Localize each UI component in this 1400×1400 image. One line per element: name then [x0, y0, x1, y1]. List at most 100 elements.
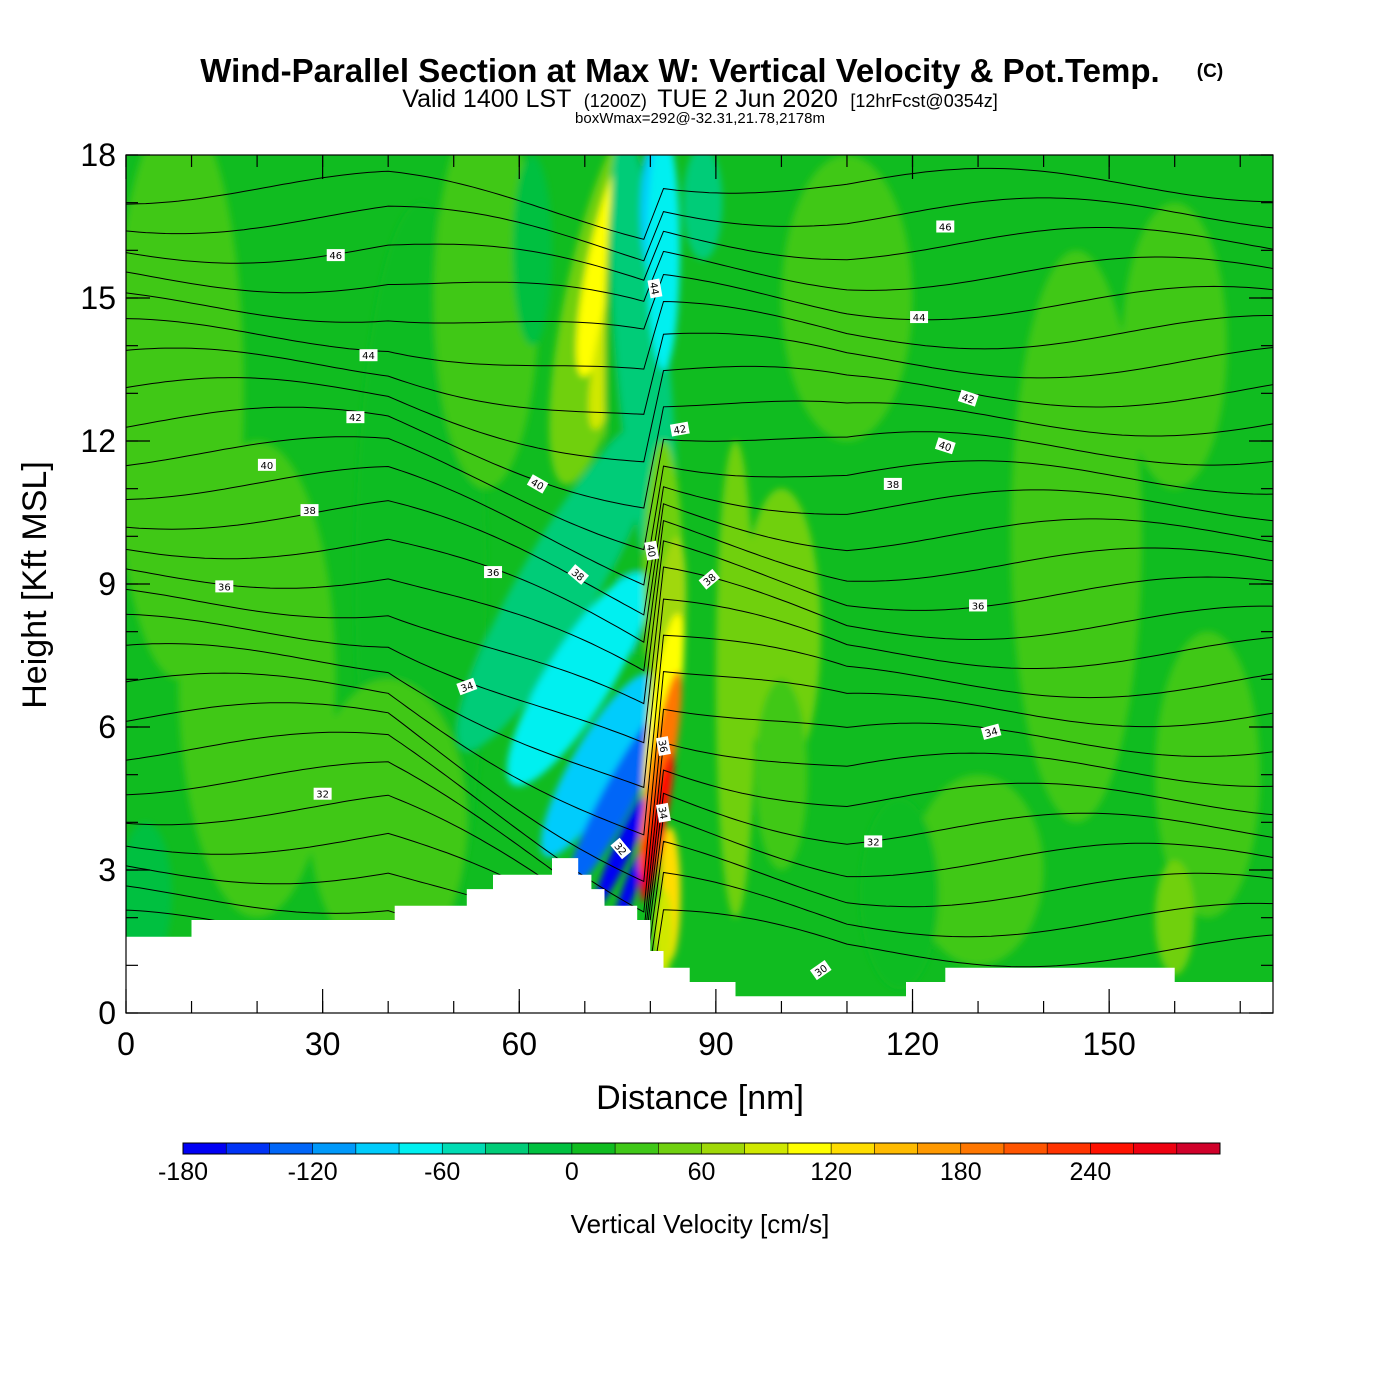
copyright-mark: (C)	[1197, 61, 1223, 82]
isentrope-line	[126, 566, 1273, 744]
contour-label: 34	[456, 677, 478, 696]
colorbar	[182, 1142, 1221, 1155]
contour-label-box	[346, 411, 365, 424]
chart-title: Wind-Parallel Section at Max W: Vertical…	[200, 52, 1159, 89]
velocity-region	[683, 155, 723, 260]
contour-label-box	[969, 599, 988, 612]
colorbar-swatch	[787, 1143, 832, 1154]
isentrope-line	[126, 671, 1273, 883]
colorbar-swatch	[615, 1143, 659, 1154]
contour-label-box	[864, 835, 883, 848]
contour-label-box	[809, 960, 832, 981]
box-info: boxWmax=292@-32.31,21.78,2178m	[575, 110, 825, 127]
isentrope-line	[126, 273, 1273, 330]
contour-label: 36	[655, 736, 671, 756]
contour-label-box	[883, 477, 902, 490]
isentrope-line	[126, 792, 1273, 960]
subtitle-utc: (1200Z)	[584, 91, 647, 111]
colorbar-swatch	[1047, 1143, 1091, 1154]
y-tick-label: 9	[98, 566, 116, 602]
colorbar-swatch	[1003, 1143, 1048, 1154]
velocity-region	[457, 417, 660, 751]
velocity-region	[755, 679, 808, 871]
contour-label-box	[567, 564, 589, 585]
isentrope-line	[126, 742, 1273, 934]
contour-label: 44	[359, 349, 378, 362]
isentrope-line	[126, 400, 1273, 509]
velocity-region	[512, 155, 553, 346]
contour-label: 44	[910, 311, 929, 324]
contour-label-box	[669, 421, 690, 437]
colorbar-swatch	[960, 1143, 1005, 1154]
contour-label: 40	[934, 437, 956, 455]
colorbar-swatch	[528, 1143, 573, 1154]
colorbar-swatch	[399, 1143, 443, 1154]
colorbar-swatch	[269, 1143, 314, 1154]
isentrope-line	[126, 708, 1273, 913]
contour-label-box	[456, 677, 478, 696]
velocity-region	[178, 441, 336, 918]
colorbar-swatch	[658, 1143, 702, 1154]
colorbar-tick-label: -120	[288, 1158, 338, 1186]
colorbar-tick-label: 180	[940, 1158, 982, 1186]
contour-label-text: 42	[673, 424, 687, 437]
velocity-region	[126, 822, 172, 966]
isentrope-line	[126, 634, 1273, 836]
pot-temp-contours	[126, 167, 1273, 1004]
colorbar-tick-label: -180	[158, 1158, 208, 1186]
colorbar-swatch	[831, 1143, 875, 1154]
contour-label-text: 46	[939, 223, 952, 234]
contour-label: 44	[647, 278, 663, 299]
x-axis-ticks	[125, 155, 1241, 1013]
contour-label: 32	[864, 835, 883, 848]
contour-label-box	[644, 540, 660, 561]
contour-label: 38	[300, 504, 319, 517]
contour-label: 40	[257, 458, 276, 472]
colorbar-swatch	[183, 1143, 227, 1154]
contour-label-box	[610, 837, 632, 860]
colorbar-tick-labels: -180 -120 -60 0 60 120 180 240	[158, 1158, 1111, 1186]
velocity-region	[1155, 631, 1260, 918]
contour-label-box	[359, 349, 378, 362]
isentrope-line	[126, 460, 1273, 586]
colorbar-swatch	[1133, 1143, 1178, 1154]
contour-label-text: 44	[913, 313, 926, 324]
isentrope-line	[126, 840, 1273, 989]
colorbar-swatch	[226, 1143, 270, 1154]
colorbar-swatch	[1090, 1143, 1135, 1154]
y-tick-label: 12	[80, 423, 116, 459]
contour-label: 46	[326, 249, 345, 262]
contour-label-box	[934, 437, 956, 455]
x-axis-label: Distance [nm]	[596, 1079, 804, 1117]
y-axis-tick-labels: 0 3 6 9 12 15 18	[80, 137, 116, 1031]
y-tick-label: 6	[98, 709, 116, 745]
x-tick-label: 0	[117, 1026, 135, 1062]
velocity-region	[434, 155, 539, 489]
colorbar-swatch	[1176, 1143, 1221, 1154]
x-tick-label: 120	[886, 1026, 939, 1062]
contour-label-box	[910, 311, 929, 324]
velocity-region	[1155, 860, 1195, 975]
isentrope-line	[126, 598, 1273, 789]
contour-label-text: 36	[972, 601, 985, 612]
contour-label-text: 32	[316, 790, 329, 801]
velocity-region	[715, 441, 756, 918]
contour-label-text: 42	[349, 413, 362, 424]
velocity-region	[860, 798, 939, 990]
velocity-region	[1010, 250, 1142, 823]
colorbar-tick-label: 240	[1070, 1158, 1112, 1186]
contour-label-box	[698, 568, 721, 590]
colorbar-tick-label: 120	[810, 1158, 852, 1186]
contour-label: 34	[655, 802, 671, 823]
contour-label: 36	[969, 599, 988, 612]
velocity-field	[126, 155, 1260, 990]
contour-label-text: 36	[218, 582, 231, 593]
isentrope-line	[126, 540, 1273, 705]
contour-label: 46	[936, 220, 955, 234]
contour-label-box	[313, 787, 332, 800]
velocity-region	[742, 488, 821, 775]
isentrope-line	[126, 769, 1273, 949]
y-tick-label: 3	[98, 852, 116, 888]
colorbar-tick-label: 0	[565, 1158, 579, 1186]
